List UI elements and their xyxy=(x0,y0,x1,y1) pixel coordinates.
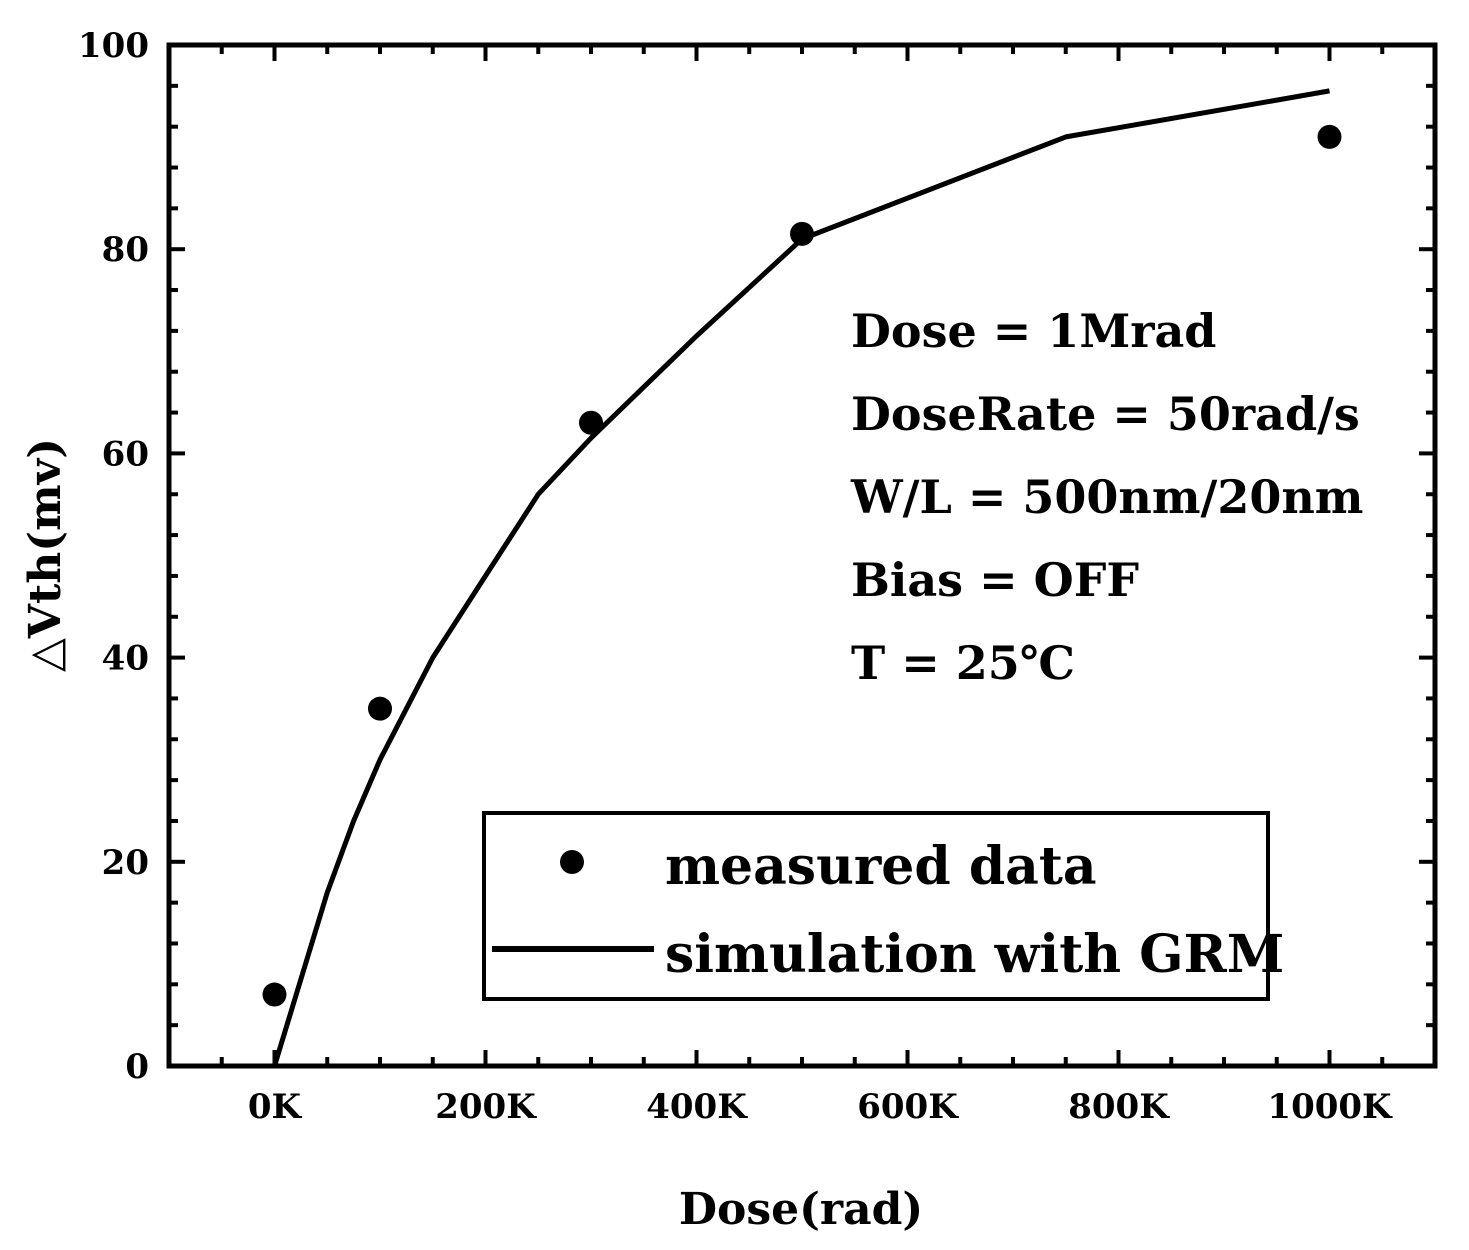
ticks-layer xyxy=(167,43,1437,1068)
legend-marker-measured xyxy=(560,850,584,874)
annotation-line: W/L = 500nm/20nm xyxy=(850,470,1363,524)
measured-point xyxy=(368,696,392,721)
x-tick-label: 0K xyxy=(248,1087,303,1127)
y-tick-label: 100 xyxy=(78,26,149,66)
tick-labels-layer: 0K 200K 400K 600K 800K 1000K 0 20 40 60 80 100 xyxy=(78,26,1393,1127)
simulation-line xyxy=(272,88,1330,1067)
x-tick-label: 600K xyxy=(857,1087,959,1127)
annotation-line: DoseRate = 50rad/s xyxy=(851,387,1360,441)
annotation-line: T = 25℃ xyxy=(851,636,1075,690)
legend-label-measured: measured data xyxy=(665,836,1097,897)
measured-point xyxy=(262,982,287,1007)
y-tick-label: 40 xyxy=(102,639,149,679)
plot-frame xyxy=(166,42,1438,1069)
annotation-block: Dose = 1Mrad DoseRate = 50rad/s W/L = 500n… xyxy=(850,304,1363,690)
measured-point xyxy=(790,221,814,246)
y-tick-label: 20 xyxy=(102,843,149,883)
x-tick-label: 800K xyxy=(1068,1087,1170,1127)
y-tick-label: 60 xyxy=(102,434,149,474)
frame-layer xyxy=(166,42,1438,1069)
x-tick-label: 400K xyxy=(646,1087,748,1127)
x-axis-title: Dose(rad) xyxy=(679,1184,923,1235)
y-tick-label: 80 xyxy=(102,230,149,270)
x-tick-label: 200K xyxy=(435,1087,537,1127)
measured-point xyxy=(579,410,603,435)
legend-label-simulation: simulation with GRM xyxy=(665,924,1284,985)
measured-point xyxy=(1317,124,1342,149)
x-tick-label: 1000K xyxy=(1267,1087,1393,1127)
series-layer xyxy=(262,88,1342,1067)
y-axis-title: △Vth(mv) xyxy=(20,438,71,672)
legend: measured data simulation with GRM xyxy=(482,811,1284,1001)
legend-box xyxy=(482,811,1270,1001)
y-tick-label: 0 xyxy=(125,1047,149,1087)
annotation-line: Dose = 1Mrad xyxy=(851,304,1216,358)
annotation-line: Bias = OFF xyxy=(851,553,1139,607)
